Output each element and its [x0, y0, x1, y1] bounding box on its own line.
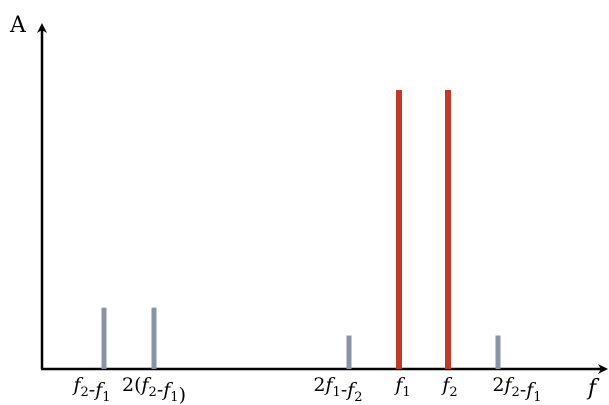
tick-label-double-diff: 2(f2-f1) — [122, 374, 186, 405]
bar-im3-low — [346, 335, 352, 369]
tick-label-im3-low: 2f1-f2 — [313, 374, 362, 405]
x-axis-label: f — [586, 376, 600, 401]
tick-label-f1: f1 — [393, 374, 410, 400]
tick-label-f2: f2 — [440, 374, 457, 400]
bar-f1 — [396, 90, 402, 369]
tick-labels-group: f2-f1 2(f2-f1) 2f1-f2 f1 f2 2f2-f1 — [71, 374, 541, 405]
bar-f2 — [445, 90, 451, 369]
bar-diff — [101, 307, 107, 369]
bars-group — [101, 90, 501, 369]
bar-double-diff — [151, 307, 157, 369]
tick-label-diff: f2-f1 — [71, 374, 110, 405]
bar-im3-high — [495, 335, 501, 369]
tick-label-im3-high: 2f2-f1 — [492, 374, 541, 405]
y-axis-label: A — [9, 13, 27, 38]
